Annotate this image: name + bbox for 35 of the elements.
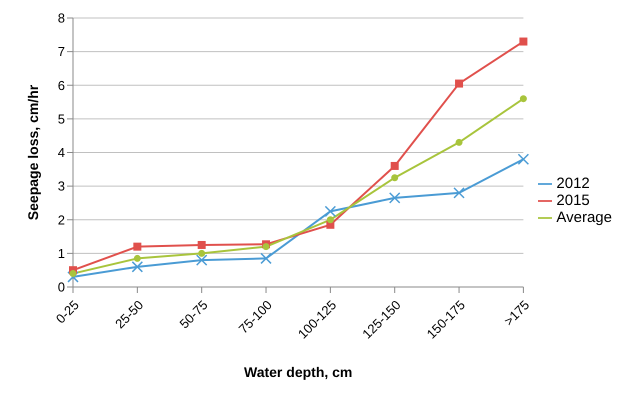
legend-label: 2012 bbox=[556, 174, 590, 192]
point bbox=[520, 95, 527, 102]
point bbox=[70, 270, 76, 278]
y-tick-label: 8 bbox=[58, 10, 65, 26]
point bbox=[326, 216, 334, 224]
y-tick-label: 1 bbox=[58, 246, 65, 261]
y-tick-label: 5 bbox=[58, 111, 65, 126]
point bbox=[519, 38, 528, 46]
point bbox=[134, 254, 141, 262]
point bbox=[132, 261, 144, 273]
point bbox=[196, 254, 208, 266]
y-tick-label: 6 bbox=[58, 78, 65, 93]
legend-label: Average bbox=[556, 208, 612, 226]
y-axis-title: Seepage loss, cm/hr bbox=[24, 84, 41, 220]
point bbox=[198, 250, 206, 257]
x-axis-title: Water depth, cm bbox=[244, 364, 352, 380]
point bbox=[456, 138, 463, 146]
point bbox=[391, 174, 398, 182]
point bbox=[198, 240, 206, 249]
point bbox=[518, 153, 530, 165]
y-tick-label: 7 bbox=[58, 44, 65, 60]
point bbox=[260, 252, 272, 264]
point bbox=[67, 271, 79, 283]
y-tick-label: 0 bbox=[58, 280, 65, 295]
y-tick-label: 4 bbox=[58, 145, 65, 160]
point bbox=[324, 206, 336, 218]
point bbox=[453, 187, 465, 199]
point bbox=[262, 243, 270, 250]
y-tick-label: 3 bbox=[58, 178, 65, 194]
legend-label: 2015 bbox=[556, 192, 590, 208]
point bbox=[133, 242, 142, 251]
point bbox=[455, 80, 464, 88]
point bbox=[390, 162, 399, 170]
point bbox=[388, 192, 400, 204]
y-tick-label: 2 bbox=[58, 212, 65, 228]
